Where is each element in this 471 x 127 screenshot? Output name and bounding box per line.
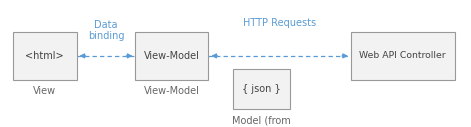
Text: View: View [33, 86, 57, 96]
Text: View-Model: View-Model [144, 51, 200, 61]
FancyBboxPatch shape [351, 32, 455, 80]
Text: <html>: <html> [25, 51, 64, 61]
Text: Model (from
Server): Model (from Server) [232, 116, 291, 127]
FancyBboxPatch shape [136, 32, 208, 80]
FancyBboxPatch shape [233, 69, 290, 109]
Text: Web API Controller: Web API Controller [359, 51, 446, 60]
Text: View-Model: View-Model [144, 86, 200, 96]
Text: { json }: { json } [242, 84, 281, 94]
Text: Data
binding: Data binding [88, 20, 124, 41]
Text: HTTP Requests: HTTP Requests [243, 18, 316, 28]
FancyBboxPatch shape [13, 32, 76, 80]
